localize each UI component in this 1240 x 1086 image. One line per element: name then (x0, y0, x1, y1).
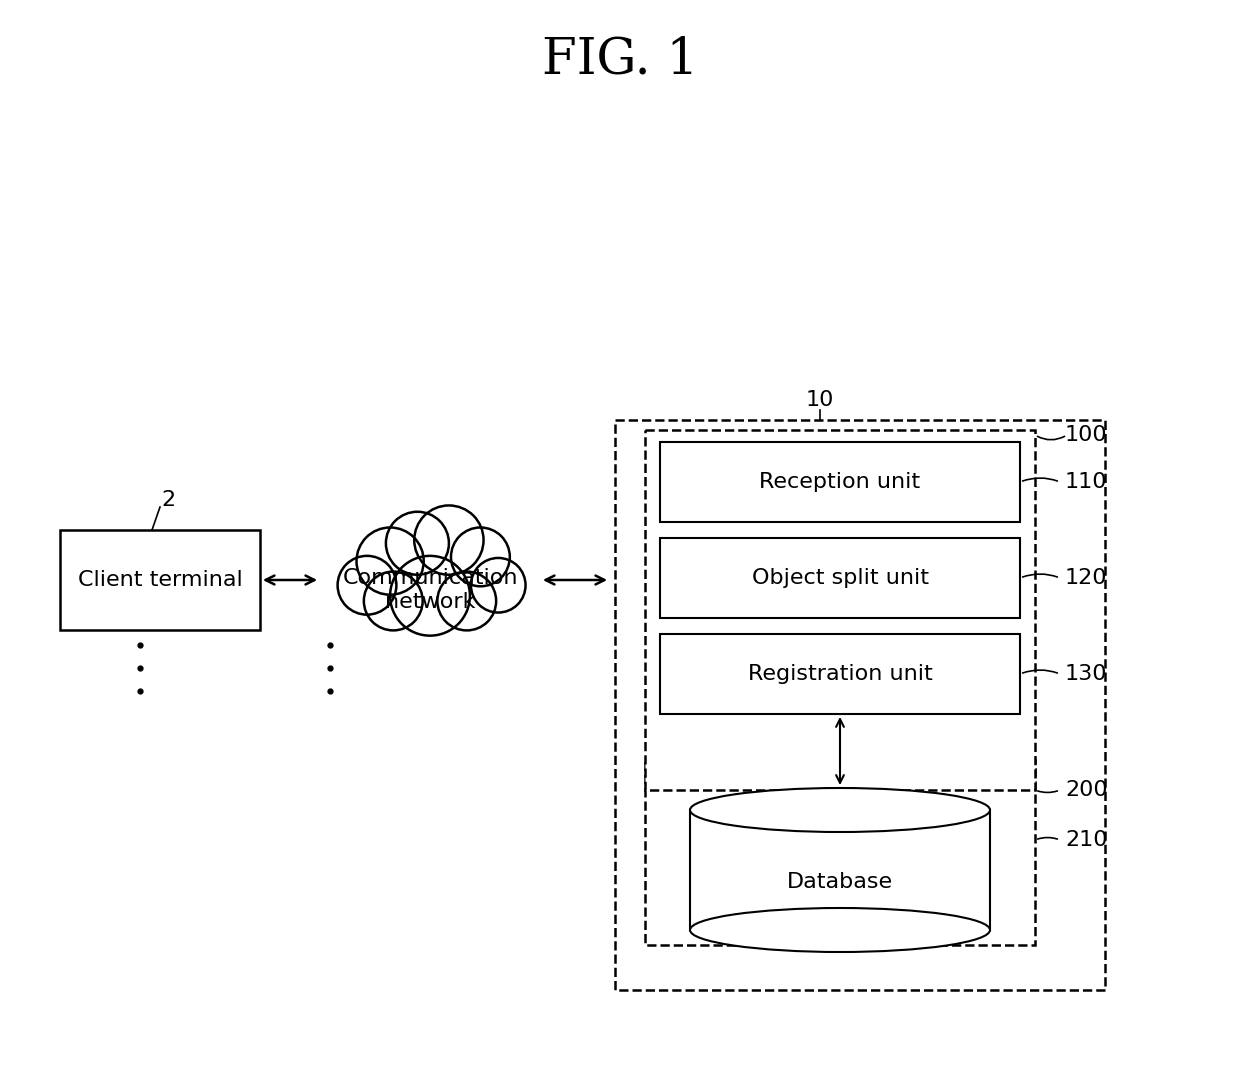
Text: Database: Database (787, 872, 893, 892)
Ellipse shape (689, 788, 990, 832)
Circle shape (414, 505, 484, 574)
Text: 200: 200 (1065, 780, 1107, 800)
Bar (660, 634, 1021, 714)
Circle shape (391, 556, 470, 635)
Text: Communication
network: Communication network (342, 568, 518, 611)
Text: 130: 130 (1065, 664, 1107, 684)
Circle shape (471, 558, 526, 613)
Text: Object split unit: Object split unit (751, 568, 929, 588)
Ellipse shape (689, 908, 990, 952)
Circle shape (438, 571, 496, 630)
Bar (645, 430, 1035, 790)
Bar (689, 810, 990, 930)
Circle shape (451, 528, 510, 586)
Text: Client terminal: Client terminal (78, 570, 242, 590)
Bar (645, 760, 1035, 945)
Circle shape (363, 571, 423, 630)
Bar (660, 442, 1021, 522)
Bar (660, 538, 1021, 618)
Text: 210: 210 (1065, 830, 1107, 850)
Circle shape (357, 528, 424, 595)
Text: 10: 10 (806, 390, 835, 411)
Bar (615, 420, 1105, 990)
Text: 120: 120 (1065, 568, 1107, 588)
Bar (60, 530, 260, 630)
Text: Registration unit: Registration unit (748, 664, 932, 684)
Text: 100: 100 (1065, 425, 1107, 445)
Text: Reception unit: Reception unit (759, 472, 920, 492)
Text: 110: 110 (1065, 472, 1107, 492)
Text: FIG. 1: FIG. 1 (542, 35, 698, 85)
Circle shape (386, 512, 449, 574)
Circle shape (337, 556, 397, 615)
Text: 2: 2 (161, 490, 175, 510)
